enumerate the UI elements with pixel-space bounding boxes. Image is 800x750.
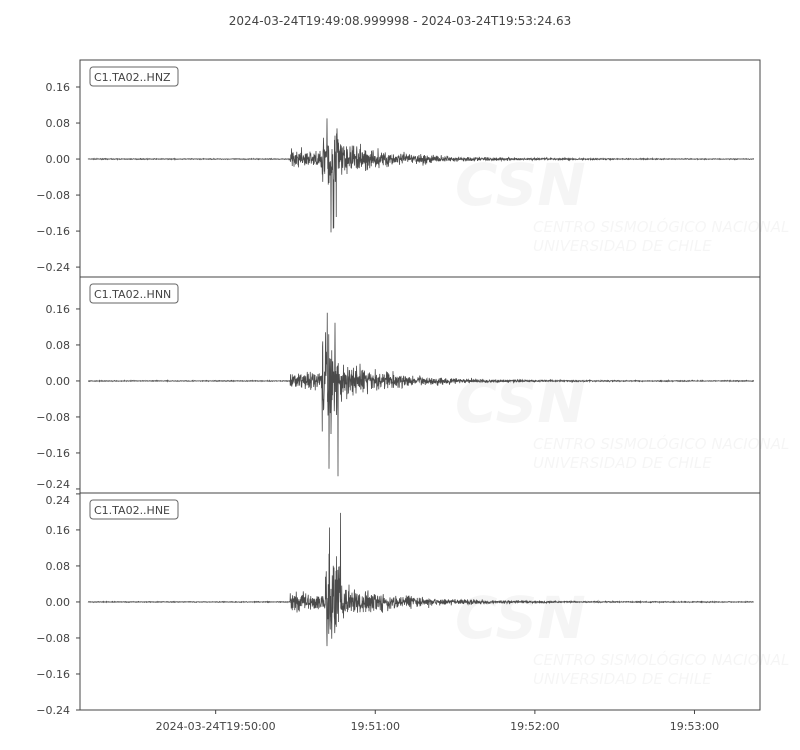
trace-label: C1.TA02..HNZ bbox=[89, 66, 179, 87]
trace-panel: CSNCENTRO SISMOLÓGICO NACIONALUNIVERSIDA… bbox=[36, 276, 789, 494]
y-tick-label: −0.08 bbox=[36, 411, 70, 424]
svg-text:CENTRO SISMOLÓGICO NACIONAL: CENTRO SISMOLÓGICO NACIONAL bbox=[533, 217, 789, 236]
y-tick-label: −0.16 bbox=[36, 668, 70, 681]
y-tick-label: −0.24 bbox=[36, 478, 70, 491]
csn-watermark: CSNCENTRO SISMOLÓGICO NACIONALUNIVERSIDA… bbox=[455, 151, 789, 255]
svg-text:CENTRO SISMOLÓGICO NACIONAL: CENTRO SISMOLÓGICO NACIONAL bbox=[533, 434, 789, 453]
x-tick-label: 19:53:00 bbox=[670, 720, 719, 733]
y-tick-label: 0.24 bbox=[46, 494, 71, 507]
chart-title: 2024-03-24T19:49:08.999998 - 2024-03-24T… bbox=[229, 14, 572, 28]
y-tick-label: −0.16 bbox=[36, 447, 70, 460]
svg-text:CENTRO SISMOLÓGICO NACIONAL: CENTRO SISMOLÓGICO NACIONAL bbox=[533, 650, 789, 669]
x-tick-label: 2024-03-24T19:50:00 bbox=[156, 720, 276, 733]
y-tick-label: 0.00 bbox=[46, 596, 71, 609]
waveform-line bbox=[87, 512, 754, 647]
waveform-line bbox=[87, 118, 755, 233]
svg-text:CSN: CSN bbox=[455, 584, 586, 652]
y-tick-label: −0.08 bbox=[36, 632, 70, 645]
y-tick-label: 0.08 bbox=[46, 560, 71, 573]
svg-text:CSN: CSN bbox=[455, 368, 586, 436]
svg-text:C1.TA02..HNE: C1.TA02..HNE bbox=[94, 504, 170, 517]
csn-watermark: CSNCENTRO SISMOLÓGICO NACIONALUNIVERSIDA… bbox=[455, 368, 789, 472]
y-tick-label: 0.08 bbox=[46, 117, 71, 130]
x-tick-label: 19:52:00 bbox=[510, 720, 559, 733]
y-tick-label: 0.16 bbox=[46, 81, 71, 94]
y-tick-label: −0.24 bbox=[36, 261, 70, 274]
trace-label: C1.TA02..HNN bbox=[89, 283, 179, 304]
trace-panel: CSNCENTRO SISMOLÓGICO NACIONALUNIVERSIDA… bbox=[36, 59, 789, 278]
y-tick-label: 0.16 bbox=[46, 524, 71, 537]
svg-text:C1.TA02..HNN: C1.TA02..HNN bbox=[94, 288, 171, 301]
csn-watermark: CSNCENTRO SISMOLÓGICO NACIONALUNIVERSIDA… bbox=[455, 584, 789, 688]
x-tick-label: 19:51:00 bbox=[351, 720, 400, 733]
trace-panel: CSNCENTRO SISMOLÓGICO NACIONALUNIVERSIDA… bbox=[36, 492, 789, 717]
y-tick-label: −0.08 bbox=[36, 189, 70, 202]
y-tick-label: 0.00 bbox=[46, 375, 71, 388]
y-tick-label: 0.16 bbox=[46, 303, 71, 316]
svg-text:C1.TA02..HNZ: C1.TA02..HNZ bbox=[94, 71, 171, 84]
x-axis: 2024-03-24T19:50:00 19:51:00 19:52:00 19:53… bbox=[156, 710, 719, 733]
svg-text:UNIVERSIDAD DE CHILE: UNIVERSIDAD DE CHILE bbox=[533, 237, 712, 255]
svg-text:UNIVERSIDAD DE CHILE: UNIVERSIDAD DE CHILE bbox=[533, 670, 712, 688]
y-tick-label: −0.24 bbox=[36, 704, 70, 717]
y-tick-label: −0.16 bbox=[36, 225, 70, 238]
y-tick-label: 0.08 bbox=[46, 339, 71, 352]
waveform-line bbox=[87, 312, 755, 477]
svg-text:UNIVERSIDAD DE CHILE: UNIVERSIDAD DE CHILE bbox=[533, 454, 712, 472]
y-tick-label: 0.00 bbox=[46, 153, 71, 166]
trace-label: C1.TA02..HNE bbox=[89, 499, 179, 520]
